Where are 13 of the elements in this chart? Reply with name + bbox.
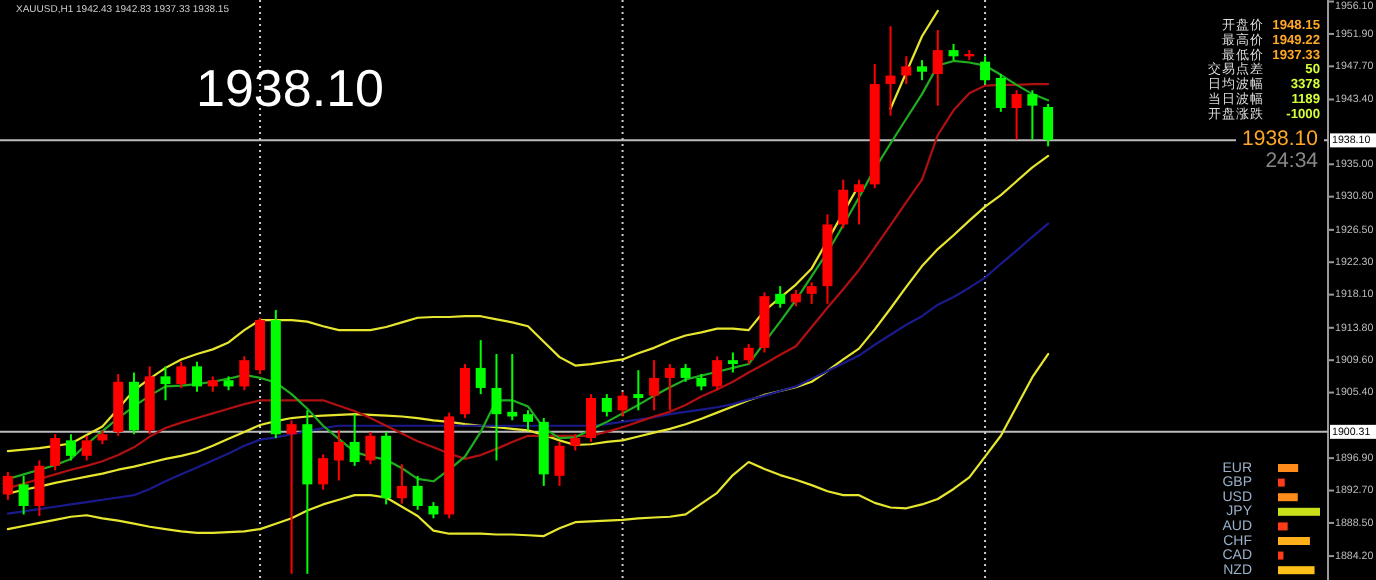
bar: [1278, 566, 1315, 575]
text: 24:34: [1265, 149, 1319, 173]
text: 1938.10: [1242, 127, 1319, 151]
line-series: [6, 352, 1050, 538]
bar: [1278, 464, 1299, 472]
bar: [1278, 522, 1288, 531]
annotation: 1938.10: [196, 58, 384, 118]
bar: [1278, 493, 1298, 502]
bar: [1278, 537, 1310, 545]
bar: [1278, 478, 1285, 487]
bar: [1278, 551, 1284, 560]
bar: [1278, 507, 1320, 516]
line-series: [6, 222, 1050, 515]
